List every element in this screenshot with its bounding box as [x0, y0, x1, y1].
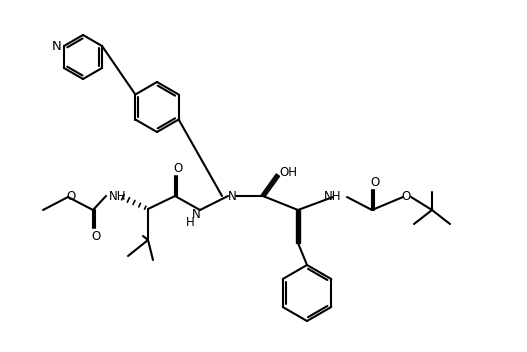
Text: O: O: [370, 176, 379, 189]
Text: NH: NH: [109, 189, 127, 202]
Text: NH: NH: [324, 190, 341, 203]
Text: N: N: [192, 207, 200, 220]
Text: O: O: [402, 190, 411, 203]
Text: N: N: [228, 189, 237, 202]
Text: OH: OH: [279, 165, 297, 178]
Text: N: N: [52, 40, 62, 54]
Text: O: O: [173, 163, 183, 176]
Text: O: O: [91, 230, 101, 243]
Text: H: H: [186, 215, 194, 228]
Text: O: O: [66, 190, 76, 203]
